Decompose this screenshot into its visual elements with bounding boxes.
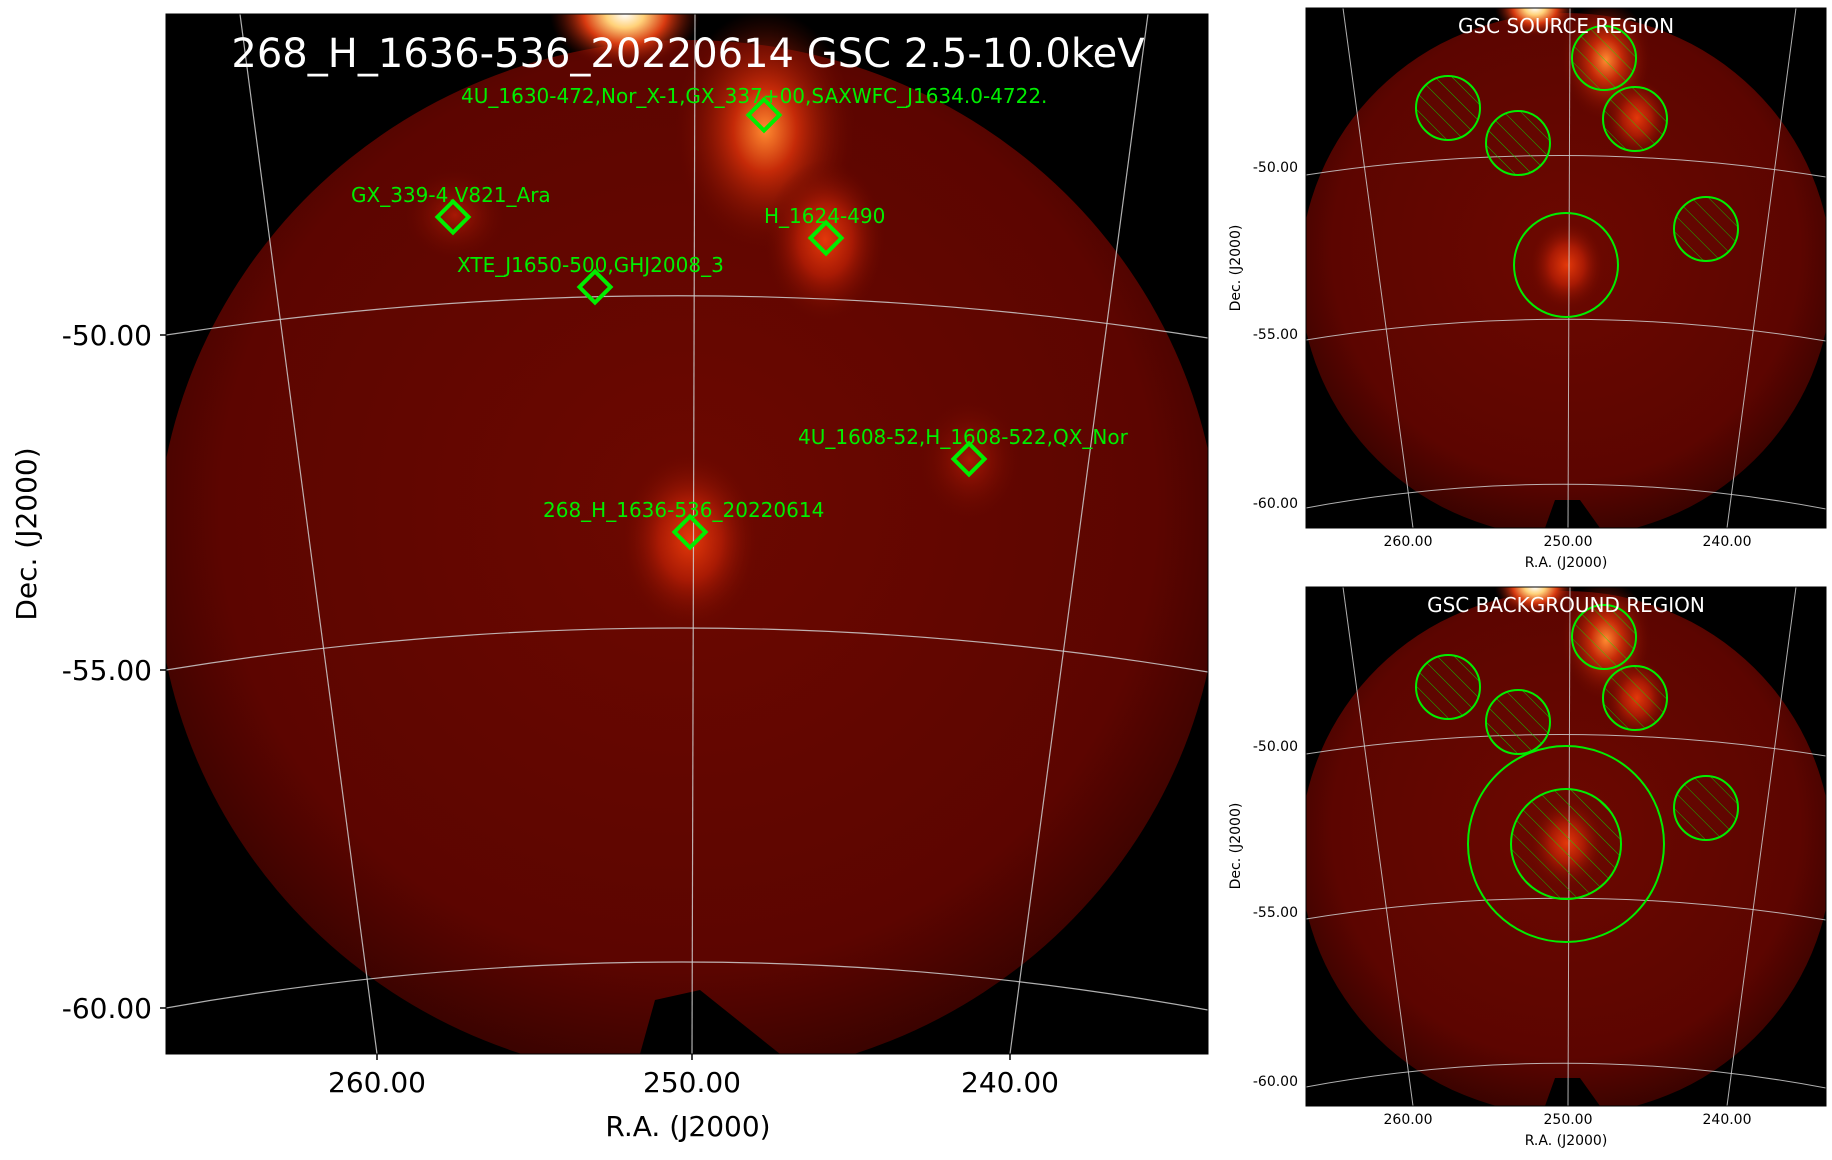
xtick-label: 240.00 bbox=[961, 1066, 1059, 1099]
background-annulus[interactable] bbox=[1467, 745, 1665, 943]
excluded-region[interactable] bbox=[1602, 86, 1668, 152]
excluded-region[interactable] bbox=[1673, 196, 1739, 262]
excluded-regions bbox=[1415, 604, 1739, 900]
source-extraction-circle[interactable] bbox=[1513, 212, 1619, 318]
ytick-label: -55.00 bbox=[1253, 327, 1298, 343]
source-coordinate-grid bbox=[1306, 8, 1826, 528]
xtick-label: 250.00 bbox=[643, 1066, 741, 1099]
source-labels: 4U_1630-472,Nor_X-1,GX_337+00,SAXWFC_J16… bbox=[351, 84, 1129, 522]
gx339-glow bbox=[405, 170, 505, 260]
excluded-region[interactable] bbox=[1602, 665, 1668, 731]
background-ylabel: Dec. (J2000) bbox=[1228, 803, 1244, 890]
main-coordinate-grid bbox=[166, 14, 1208, 1054]
xtick-label: 240.00 bbox=[1703, 1112, 1752, 1128]
marker-nor-x1[interactable] bbox=[745, 96, 783, 134]
grid-dec-55 bbox=[166, 627, 1208, 673]
ytick-label: -55.00 bbox=[62, 654, 152, 687]
ytick-label: -55.00 bbox=[1253, 905, 1298, 921]
bright-source-glow bbox=[550, 14, 700, 69]
marker-gx339[interactable] bbox=[434, 198, 472, 236]
marker-target[interactable] bbox=[671, 513, 709, 551]
grid-dec-60 bbox=[166, 961, 1208, 1011]
ytick-label: -60.00 bbox=[1253, 1074, 1298, 1090]
source-label-nor-x1: 4U_1630-472,Nor_X-1,GX_337+00,SAXWFC_J16… bbox=[461, 84, 1047, 108]
background-axis-ticklabels: -50.00 -55.00 -60.00 260.00 250.00 240.0… bbox=[1253, 739, 1752, 1128]
source-label-xte-j1650: XTE_J1650-500,GHJ2008_3 bbox=[457, 253, 724, 277]
ytick-label: -50.00 bbox=[1253, 739, 1298, 755]
xtick-label: 240.00 bbox=[1703, 534, 1752, 550]
grid-ra-260 bbox=[239, 14, 378, 1054]
ytick-label: -50.00 bbox=[1253, 160, 1298, 176]
main-axis-ticklabels: -50.00 -55.00 -60.00 260.00 250.00 240.0… bbox=[62, 319, 1059, 1099]
4u1608-glow bbox=[920, 400, 1020, 520]
excluded-region[interactable] bbox=[1571, 25, 1637, 91]
main-panel: 268_H_1636-536_20220614 GSC 2.5-10.0keV … bbox=[10, 13, 1209, 1143]
source-axis-ticklabels: -50.00 -55.00 -60.00 260.00 250.00 240.0… bbox=[1253, 160, 1752, 550]
source-markers bbox=[434, 96, 988, 551]
source-ylabel: Dec. (J2000) bbox=[1228, 225, 1244, 312]
marker-xte-j1650[interactable] bbox=[576, 268, 614, 306]
marker-h1624[interactable] bbox=[807, 219, 845, 257]
source-label-target: 268_H_1636-536_20220614 bbox=[543, 498, 824, 522]
excluded-regions bbox=[1415, 25, 1739, 262]
grid-ra-250 bbox=[691, 14, 696, 1054]
ytick-label: -60.00 bbox=[62, 992, 152, 1025]
excluded-region[interactable] bbox=[1571, 604, 1637, 670]
excluded-region[interactable] bbox=[1415, 654, 1481, 720]
ytick-label: -60.00 bbox=[1253, 496, 1298, 512]
xtick-label: 250.00 bbox=[1544, 1112, 1593, 1128]
xtick-label: 260.00 bbox=[1384, 1112, 1433, 1128]
xtick-label: 260.00 bbox=[328, 1066, 426, 1099]
background-xlabel: R.A. (J2000) bbox=[1525, 1133, 1608, 1149]
excluded-region[interactable] bbox=[1485, 110, 1551, 176]
excluded-source-region[interactable] bbox=[1510, 788, 1622, 900]
grid-ra-240 bbox=[1009, 14, 1149, 1054]
excluded-region[interactable] bbox=[1415, 75, 1481, 141]
fov-bottom-edge bbox=[166, 960, 470, 1054]
main-axes-border bbox=[165, 13, 1209, 1055]
xtick-label: 250.00 bbox=[1544, 534, 1593, 550]
excluded-region[interactable] bbox=[1485, 689, 1551, 755]
excluded-region[interactable] bbox=[1673, 775, 1739, 841]
fov-bottom-notch bbox=[640, 990, 780, 1054]
ytick-label: -50.00 bbox=[62, 319, 152, 352]
marker-4u1608[interactable] bbox=[950, 440, 988, 478]
target-glow bbox=[620, 450, 760, 630]
source-region-panel: GSC SOURCE REGION -50.00 -55.00 -60.00 2… bbox=[1228, 7, 1827, 571]
grid-dec-50 bbox=[166, 295, 1208, 339]
main-ticks bbox=[160, 334, 1011, 1060]
source-xlabel: R.A. (J2000) bbox=[1525, 555, 1608, 571]
background-region-panel: GSC BACKGROUND REGION -50.00 -55.00 -60.… bbox=[1228, 586, 1827, 1149]
source-label-4u1608: 4U_1608-52,H_1608-522,QX_Nor bbox=[798, 425, 1129, 449]
source-label-h1624: H_1624-490 bbox=[764, 204, 885, 228]
source-label-gx339: GX_339-4,V821_Ara bbox=[351, 183, 551, 207]
background-panel-title: GSC BACKGROUND REGION bbox=[1427, 593, 1705, 617]
h1624-glow bbox=[765, 160, 885, 320]
main-title: 268_H_1636-536_20220614 GSC 2.5-10.0keV bbox=[231, 31, 1145, 77]
main-xlabel: R.A. (J2000) bbox=[605, 1110, 770, 1143]
main-ylabel: Dec. (J2000) bbox=[10, 447, 43, 620]
xtick-label: 260.00 bbox=[1384, 534, 1433, 550]
source-panel-title: GSC SOURCE REGION bbox=[1458, 14, 1674, 38]
